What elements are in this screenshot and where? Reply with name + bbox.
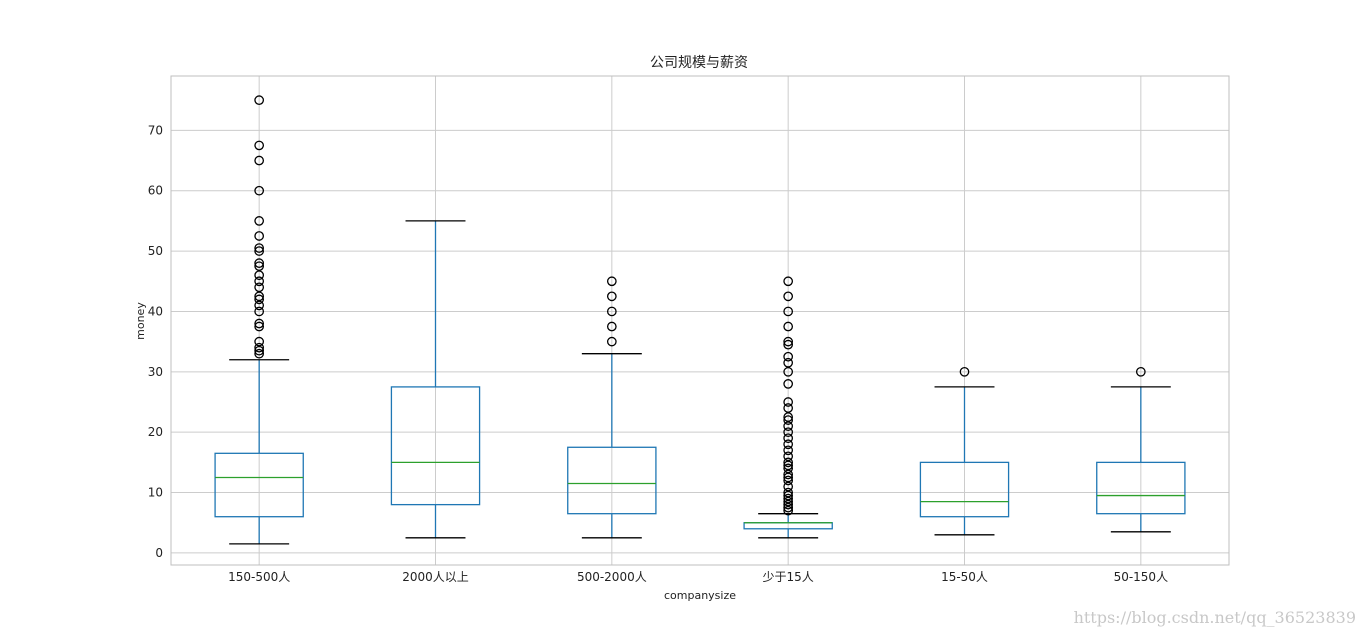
outlier-point	[783, 475, 794, 486]
x-tick-label: 2000人以上	[402, 570, 469, 584]
outlier-point	[783, 321, 794, 332]
outlier-point	[783, 472, 794, 483]
outlier-point	[254, 95, 265, 105]
outlier-point	[783, 481, 794, 492]
outlier-point	[254, 261, 265, 272]
outlier-point	[783, 463, 794, 474]
outlier-point	[783, 421, 794, 431]
outlier-point	[254, 246, 265, 256]
iqr-box	[1096, 461, 1186, 515]
outlier-point	[783, 505, 794, 516]
box-group	[919, 366, 1010, 536]
plot-frame	[170, 75, 1230, 566]
outlier-point	[783, 379, 794, 389]
outlier-point	[783, 469, 794, 480]
outlier-point	[254, 294, 265, 305]
outlier-point	[783, 366, 794, 377]
outlier-point	[606, 291, 617, 302]
iqr-box	[214, 452, 304, 518]
y-axis-ticks: 0 10 20 30 40 50 60 70	[148, 123, 163, 560]
y-tick-label: 20	[148, 425, 163, 439]
x-axis-ticks: 150-500人 2000人以上 500-2000人 少于15人 15-50人 50-15…	[228, 570, 1168, 584]
outlier-point	[254, 342, 265, 353]
iqr-box	[567, 446, 657, 515]
outlier-point	[783, 351, 794, 362]
outlier-point	[783, 397, 794, 407]
y-tick-label: 50	[148, 244, 163, 258]
outlier-point	[783, 433, 794, 444]
outlier-point	[606, 321, 617, 332]
outlier-point	[783, 487, 794, 498]
watermark: https://blog.csdn.net/qq_36523839	[1073, 608, 1356, 627]
outlier-point	[783, 502, 794, 513]
outlier-point	[783, 412, 794, 422]
x-tick-label: 15-50人	[941, 570, 988, 584]
outlier-point	[254, 155, 265, 166]
iqr-box	[919, 461, 1010, 518]
x-tick-label: 500-2000人	[577, 570, 647, 584]
outlier-point	[783, 493, 794, 504]
x-tick-label: 50-150人	[1114, 570, 1169, 584]
outlier-point	[254, 270, 265, 281]
y-tick-label: 70	[148, 123, 163, 137]
box-group	[1096, 366, 1186, 533]
x-tick-label: 150-500人	[228, 570, 290, 584]
outlier-point	[254, 306, 265, 317]
outlier-point	[254, 291, 265, 302]
outlier-point	[783, 457, 794, 468]
outlier-point	[254, 258, 265, 268]
outlier-point	[783, 276, 794, 287]
outlier-point	[783, 445, 794, 456]
outlier-point	[783, 415, 794, 425]
outlier-point	[254, 345, 265, 356]
outlier-point	[606, 306, 617, 317]
outlier-point	[783, 496, 794, 507]
box-group	[390, 220, 481, 539]
outlier-point	[606, 336, 617, 347]
boxes	[214, 95, 1186, 545]
outlier-point	[254, 276, 265, 287]
x-axis-label: companysize	[664, 589, 736, 602]
outlier-point	[254, 318, 265, 329]
outlier-point	[783, 339, 794, 350]
outlier-point	[783, 306, 794, 317]
outlier-point	[606, 276, 617, 287]
outlier-point	[254, 185, 265, 196]
grid-lines	[171, 76, 1229, 565]
outlier-point	[254, 282, 265, 293]
box-group	[567, 276, 657, 539]
y-tick-label: 40	[148, 304, 163, 318]
y-tick-label: 10	[148, 486, 163, 500]
outlier-point	[959, 366, 970, 377]
y-tick-label: 60	[148, 184, 163, 198]
box-group	[214, 95, 304, 545]
x-tick-label: 少于15人	[763, 570, 814, 584]
box-group	[743, 276, 833, 539]
outlier-point	[783, 460, 794, 471]
outlier-point	[783, 291, 794, 302]
outlier-point	[254, 216, 265, 226]
y-tick-label: 30	[148, 365, 163, 379]
outlier-point	[783, 439, 794, 450]
y-axis-label: money	[134, 302, 147, 340]
chart-title: 公司规模与薪资	[650, 55, 748, 71]
outlier-point	[254, 348, 265, 359]
outlier-point	[783, 336, 794, 347]
outlier-point	[783, 403, 794, 413]
y-tick-label: 0	[155, 546, 163, 560]
outlier-point	[254, 321, 265, 332]
outlier-point	[254, 300, 265, 311]
outlier-point	[783, 427, 794, 438]
outlier-point	[1135, 366, 1146, 377]
outlier-point	[783, 357, 794, 368]
outlier-point	[254, 231, 265, 241]
iqr-box	[390, 386, 481, 506]
outlier-point	[783, 451, 794, 462]
outlier-point	[783, 490, 794, 501]
outlier-point	[254, 140, 265, 151]
outlier-point	[783, 499, 794, 510]
outlier-point	[254, 336, 265, 347]
outlier-point	[254, 243, 265, 253]
